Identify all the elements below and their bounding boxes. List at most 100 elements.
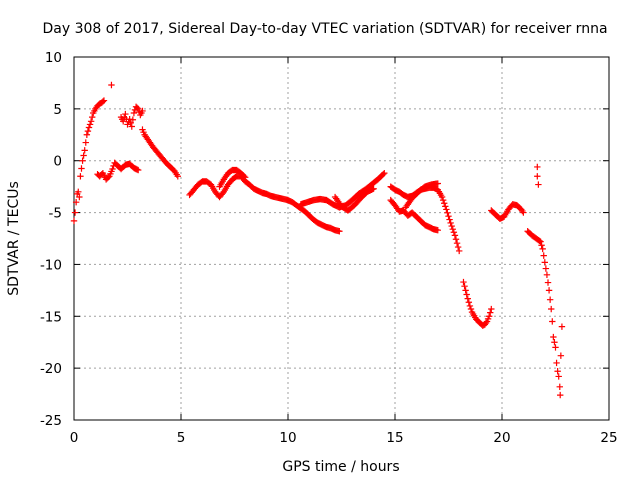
data-point [558,323,566,330]
data-point [542,265,550,272]
data-point [534,173,541,180]
data-point [464,295,471,302]
data-point [450,229,458,236]
data-point [550,333,557,341]
data-point [128,123,135,130]
data-point [133,104,141,112]
data-point [452,236,460,243]
data-point [465,299,473,306]
data-point [488,305,495,313]
data-point [551,339,558,346]
data-point [100,97,108,104]
data-point [485,313,493,320]
y-tick-label: -25 [40,413,62,429]
y-tick-label: -10 [40,257,62,273]
data-points [70,81,566,399]
data-point [456,247,463,255]
data-point [76,193,83,201]
data-point [122,110,129,118]
x-tick-label: 25 [600,430,617,446]
data-point [434,227,441,234]
grid [74,57,609,420]
data-point [554,368,561,375]
axis-ticks [73,56,610,421]
data-point [88,113,96,121]
data-point [445,213,452,220]
data-point [546,296,554,303]
data-point [548,305,555,313]
data-point [441,200,448,207]
data-point [451,232,459,239]
data-point [82,139,89,146]
chart-title: Day 308 of 2017, Sidereal Day-to-day VTE… [42,21,607,37]
y-tick-label: -15 [40,309,62,325]
data-point [438,193,446,201]
y-tick-label: 10 [45,50,62,66]
data-point [129,116,137,123]
data-point [70,217,78,225]
data-point [108,81,115,89]
data-point [139,107,146,115]
data-point [461,283,468,290]
data-point [443,206,450,213]
data-point [444,209,451,217]
x-tick-label: 0 [70,430,79,446]
data-point [81,147,88,154]
data-point [85,124,93,131]
data-point [539,245,546,253]
data-point [557,352,565,359]
data-point [541,259,548,266]
data-point [543,271,551,278]
data-point [454,243,462,251]
data-point [109,165,116,173]
data-point [520,209,527,216]
data-point [538,242,545,249]
data-point [446,216,453,223]
data-point [487,309,494,316]
data-point [439,196,447,204]
data-point [86,121,94,128]
plot-frame [73,56,610,421]
y-axis-label: SDTVAR / TECUs [6,181,22,296]
data-point [462,287,469,294]
data-point [370,185,377,192]
data-point [120,118,127,125]
data-point [453,239,461,247]
data-point [135,166,142,174]
data-point [553,359,560,367]
data-point [556,383,563,391]
data-point [72,199,80,206]
data-point [240,173,248,180]
data-point [87,118,95,125]
data-point [463,291,470,298]
data-point [537,238,544,245]
data-point [381,169,388,177]
data-point [442,203,449,210]
y-tick-label: 0 [53,154,62,170]
data-point [130,109,138,117]
data-point [555,373,562,380]
data-point [552,344,559,351]
data-point [549,318,556,325]
y-tick-label: 5 [53,102,62,118]
data-point [71,209,79,216]
data-point [448,222,455,230]
data-point [79,157,86,164]
data-point [434,180,441,187]
data-point [449,225,456,233]
x-tick-label: 20 [493,430,510,446]
data-point [540,252,547,259]
data-point [83,131,91,138]
y-tick-label: -20 [40,361,62,377]
data-point [534,163,541,171]
data-point [467,305,475,313]
data-point [80,152,87,159]
data-point [447,219,454,227]
data-point [77,173,84,180]
x-tick-label: 5 [177,430,186,446]
data-point [535,181,542,188]
x-tick-labels: 0 5 10 15 20 25 [70,430,618,446]
data-point [336,228,343,235]
data-point [105,174,112,181]
